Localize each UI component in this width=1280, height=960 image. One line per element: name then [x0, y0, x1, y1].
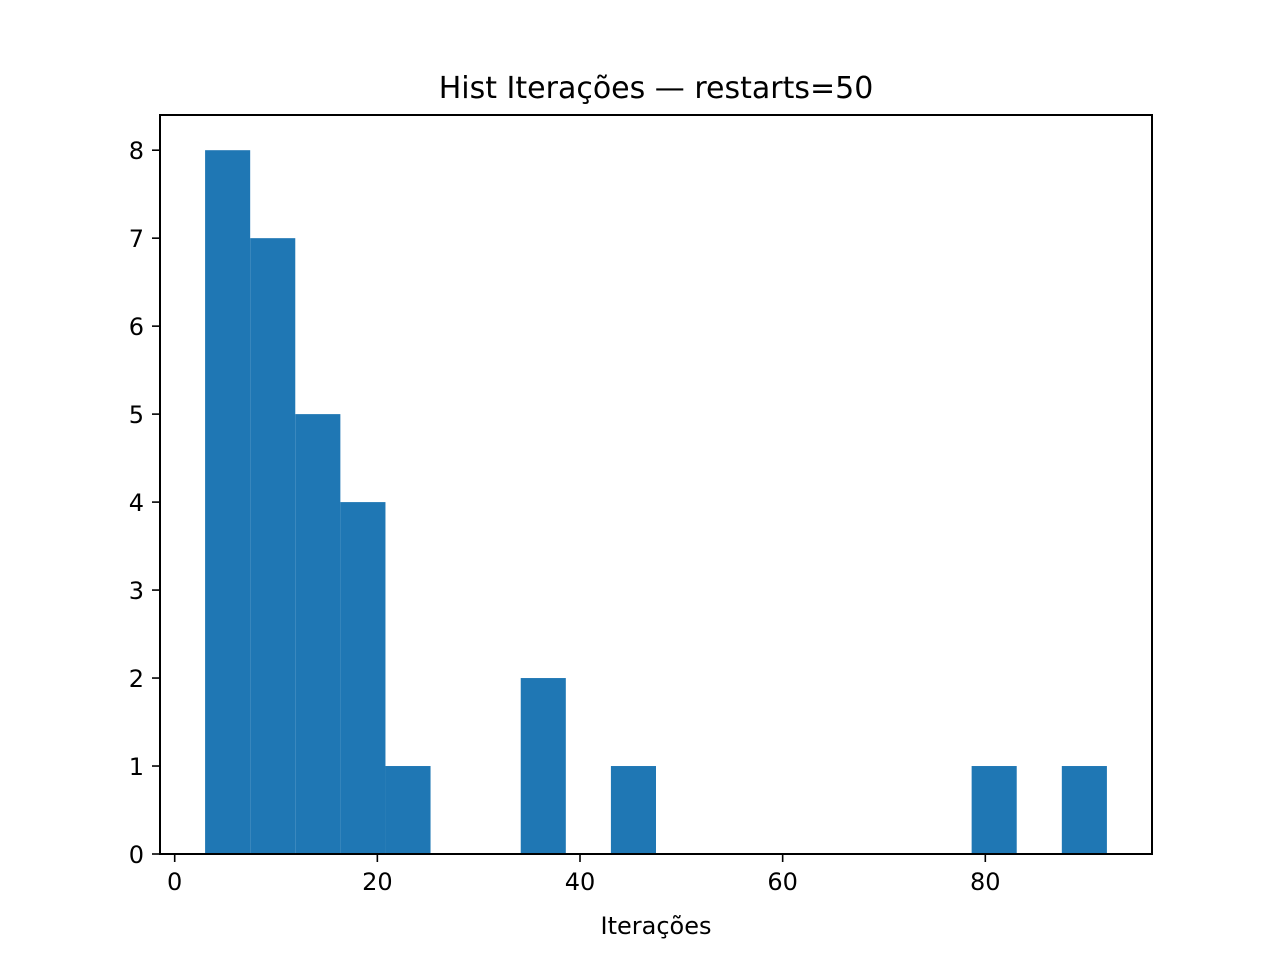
- x-tick-label: 40: [565, 868, 596, 896]
- y-tick-label: 7: [129, 225, 144, 253]
- y-axis-ticks: 0 1 2 3 4 5 6 7 8: [129, 137, 160, 869]
- histogram-bar: [610, 766, 656, 854]
- y-tick-label: 3: [129, 577, 144, 605]
- y-tick-label: 8: [129, 137, 144, 165]
- y-tick-label: 4: [129, 489, 144, 517]
- x-axis-label: Iterações: [601, 912, 712, 940]
- x-tick-label: 0: [167, 868, 182, 896]
- histogram-bar: [385, 766, 431, 854]
- histogram-bar: [340, 502, 386, 854]
- y-tick-label: 5: [129, 401, 144, 429]
- histogram-bar: [1061, 766, 1107, 854]
- y-tick-label: 0: [129, 841, 144, 869]
- x-axis-ticks: 0 20 40 60 80: [167, 854, 1001, 896]
- x-tick-label: 80: [970, 868, 1001, 896]
- plot-frame: [159, 114, 1153, 855]
- x-tick-label: 60: [767, 868, 798, 896]
- histogram-bar: [971, 766, 1017, 854]
- histogram-bar: [295, 414, 341, 854]
- histogram-bar: [250, 238, 296, 854]
- x-tick-label: 20: [362, 868, 393, 896]
- histogram-bar: [520, 678, 566, 854]
- chart-title: Hist Iterações — restarts=50: [439, 71, 874, 106]
- y-tick-label: 1: [129, 753, 144, 781]
- histogram-bar: [205, 150, 251, 854]
- bars-group: [205, 150, 1107, 854]
- y-tick-label: 2: [129, 665, 144, 693]
- y-tick-label: 6: [129, 313, 144, 341]
